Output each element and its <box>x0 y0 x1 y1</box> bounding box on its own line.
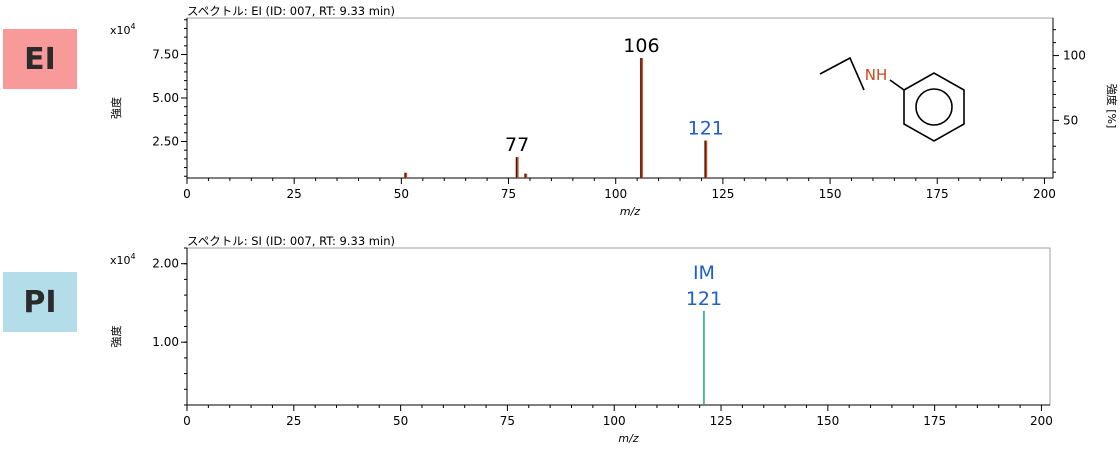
pi-x-tick-label: 200 <box>1030 414 1053 428</box>
ei-x-tick-label: 0 <box>183 187 191 201</box>
ei-x-tick-label: 75 <box>501 187 516 201</box>
pi-y-axis-label: 強度 <box>109 326 123 348</box>
pi-x-tick-label: 175 <box>923 414 946 428</box>
ei-peak-label: 77 <box>505 134 529 156</box>
pi-peak-label: IM <box>693 262 715 284</box>
molecule-structure <box>819 56 965 142</box>
benzene-aromatic-circle <box>915 88 953 126</box>
ei-chart-title: スペクトル: EI (ID: 007, RT: 9.33 min) <box>187 4 395 18</box>
pi-y-scale-label: x104 <box>110 252 136 267</box>
pi-x-tick-label: 150 <box>816 414 839 428</box>
ei-y-tick-label: 2.50 <box>152 134 179 148</box>
pi-x-tick-label: 0 <box>183 414 191 428</box>
ei-x-tick-label: 150 <box>819 187 842 201</box>
pi-x-axis-label: m/z <box>618 432 638 445</box>
pi-x-tick-label: 25 <box>286 414 301 428</box>
ei-y-tick-label: 7.50 <box>152 48 179 62</box>
ei-badge: EI <box>3 29 77 89</box>
ei-y-axis-label: 強度 <box>109 97 123 119</box>
ei-x-tick-label: 175 <box>926 187 949 201</box>
ethyl-chain <box>819 56 865 91</box>
pi-x-tick-label: 50 <box>393 414 408 428</box>
ei-peak-label: 106 <box>623 35 659 57</box>
ei-plot-frame <box>186 17 1054 179</box>
pi-y-scale-exponent: 4 <box>131 252 136 261</box>
pi-peak-label: 121 <box>686 288 722 310</box>
pi-x-tick-label: 75 <box>500 414 515 428</box>
ei-right-axis-label: 強度 [%] <box>1105 84 1119 129</box>
pi-y-tick-label: 2.00 <box>152 257 179 271</box>
ei-x-tick-label: 100 <box>604 187 627 201</box>
ei-x-tick-label: 50 <box>394 187 409 201</box>
pi-x-tick-label: 100 <box>603 414 626 428</box>
ei-x-tick-label: 125 <box>711 187 734 201</box>
ei-x-tick-label: 25 <box>287 187 302 201</box>
ei-right-tick-label: 100 <box>1063 49 1086 63</box>
nh-label: NH <box>865 66 888 84</box>
ei-x-tick-label: 200 <box>1033 187 1056 201</box>
ei-y-tick-label: 5.00 <box>152 91 179 105</box>
n-ring-bond <box>889 79 905 91</box>
benzene-ring <box>903 72 965 142</box>
ei-x-axis-label: m/z <box>620 205 640 218</box>
pi-chart-title: スペクトル: SI (ID: 007, RT: 9.33 min) <box>187 234 395 248</box>
ei-y-scale-label: x104 <box>110 22 136 37</box>
ei-peak-label: 121 <box>688 118 724 140</box>
ei-right-tick-label: 50 <box>1063 113 1078 127</box>
ei-panel: 0 25 50 75 100 125 150 175 200 m/z 2.50 5.00 7.50 x10… <box>109 17 1119 218</box>
pi-badge: PI <box>3 272 77 332</box>
ei-y-scale-exponent: 4 <box>131 22 136 31</box>
pi-x-tick-label: 125 <box>710 414 733 428</box>
pi-y-tick-label: 1.00 <box>152 335 179 349</box>
pi-plot-frame <box>186 247 1051 406</box>
pi-panel: 0 25 50 75 100 125 150 175 200 m/z 1.00 2.00 x104 強度 I… <box>109 247 1053 445</box>
